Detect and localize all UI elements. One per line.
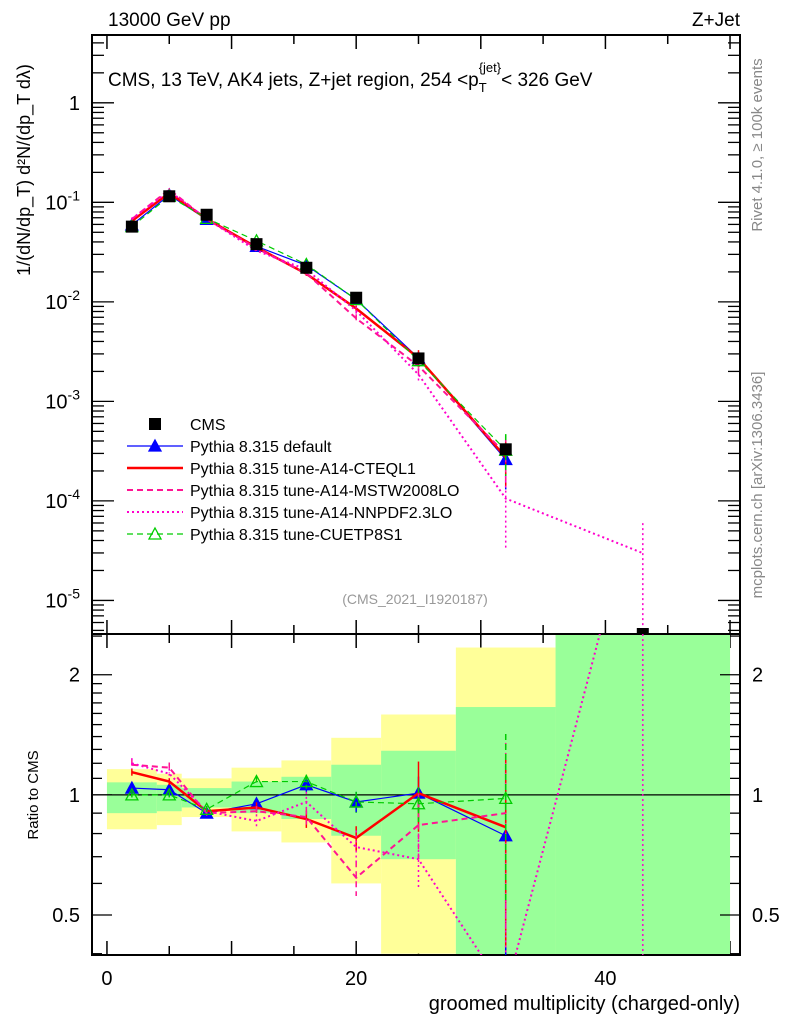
- series-pythia-8-315-tune-cuetp8s1-ratio-marker: [162, 787, 177, 801]
- x-tick-label: 0: [101, 968, 112, 990]
- series-pythia-8-315-tune-cuetp8s1-ratio-marker: [249, 774, 264, 788]
- x-axis-label: groomed multiplicity (charged-only): [429, 993, 740, 1015]
- y-tick-label: 10-4: [45, 486, 80, 513]
- legend-label: Pythia 8.315 tune-A14-MSTW2008LO: [190, 483, 459, 500]
- legend-marker: [147, 526, 163, 540]
- legend-marker: [147, 438, 163, 452]
- legend-cms-label: CMS: [190, 417, 226, 434]
- series-pythia-8-315-tune-a14-mstw2008lo-line: [131, 188, 507, 455]
- cms-data-marker: [200, 208, 213, 221]
- cms-data-marker: [412, 352, 425, 365]
- series-pythia-8-315-tune-a14-nnpdf2-3lo-ratio-line: [131, 634, 601, 955]
- analysis-id: (CMS_2021_I1920187): [342, 591, 488, 607]
- ratio-y-tick-label: 0.5: [52, 905, 80, 927]
- y-tick-label: 1: [69, 93, 80, 115]
- header-left: 13000 GeV pp: [108, 10, 231, 31]
- y-axis-label: 1/(dN/dp_T) d²N/(dp_T dλ): [14, 64, 35, 276]
- series-pythia-8-315-default-line: [131, 194, 507, 460]
- legend-label: Pythia 8.315 tune-CUETP8S1: [190, 527, 403, 544]
- legend: CMS Pythia 8.315 default Pythia 8.315 tune…: [127, 417, 459, 544]
- series-pythia-8-315-tune-cuetp8s1-ratio-marker: [199, 801, 214, 815]
- series-pythia-8-315-tune-cuetp8s1-ratio-line: [131, 780, 506, 810]
- main-panel: 1 10-1 10-2 10-3 10-4 10-5 1/(dN/dp_T) d²N/(dp…: [14, 34, 741, 955]
- x-tick-label: 40: [594, 968, 616, 990]
- ratio-y-tick-label-right: 1: [752, 785, 763, 807]
- plot-title: CMS, 13 TeV, AK4 jets, Z+jet region, 254…: [108, 60, 593, 95]
- ratio-y-axis-label: Ratio to CMS: [25, 750, 42, 839]
- ratio-y-tick-label-right: 2: [752, 665, 763, 687]
- series-pythia-8-315-tune-cuetp8s1-ratio-marker: [349, 794, 364, 808]
- series-pythia-8-315-tune-a14-cteql1-line: [131, 191, 507, 459]
- series-pythia-8-315-tune-cuetp8s1-ratio-marker: [411, 796, 426, 810]
- header-right: Z+Jet: [692, 10, 741, 31]
- ratio-panel: 0 20 40 groomed multiplicity (charged-only)…: [25, 633, 780, 1015]
- cms-data-marker: [125, 220, 138, 233]
- rivet-label: Rivet 4.1.0, ≥ 100k events: [749, 58, 766, 231]
- series-pythia-8-315-tune-cuetp8s1-ratio-marker: [498, 791, 513, 805]
- y-tick-label: 10-3: [45, 386, 80, 413]
- x-tick-label: 20: [345, 968, 367, 990]
- cms-data-marker: [300, 261, 313, 274]
- legend-label: Pythia 8.315 tune-A14-CTEQL1: [190, 461, 416, 478]
- legend-label: Pythia 8.315 default: [190, 439, 332, 456]
- series-pythia-8-315-tune-a14-mstw2008lo-ratio-line: [131, 763, 506, 880]
- series-pythia-8-315-tune-cuetp8s1-ratio-marker: [124, 787, 139, 801]
- legend-cms-marker: [149, 418, 161, 430]
- cms-data-marker: [250, 238, 263, 251]
- series-pythia-8-315-tune-cuetp8s1-line: [131, 195, 507, 451]
- y-tick-label: 10-1: [45, 187, 80, 214]
- y-tick-label: 10-5: [45, 585, 80, 612]
- series-pythia-8-315-tune-cuetp8s1-ratio-marker: [299, 774, 314, 788]
- ratio-y-tick-label: 2: [69, 665, 80, 687]
- legend-label: Pythia 8.315 tune-A14-NNPDF2.3LO: [190, 505, 452, 522]
- series-pythia-8-315-default-ratio-line: [131, 784, 506, 837]
- ratio-y-tick-label: 1: [69, 785, 80, 807]
- cms-data-marker: [499, 443, 512, 456]
- cms-data-marker: [350, 291, 363, 304]
- y-tick-label: 10-2: [45, 287, 80, 314]
- mcplots-label: mcplots.cern.ch [arXiv:1306.3436]: [749, 372, 766, 599]
- ratio-y-tick-label-right: 0.5: [752, 905, 780, 927]
- cms-data-marker: [163, 190, 176, 203]
